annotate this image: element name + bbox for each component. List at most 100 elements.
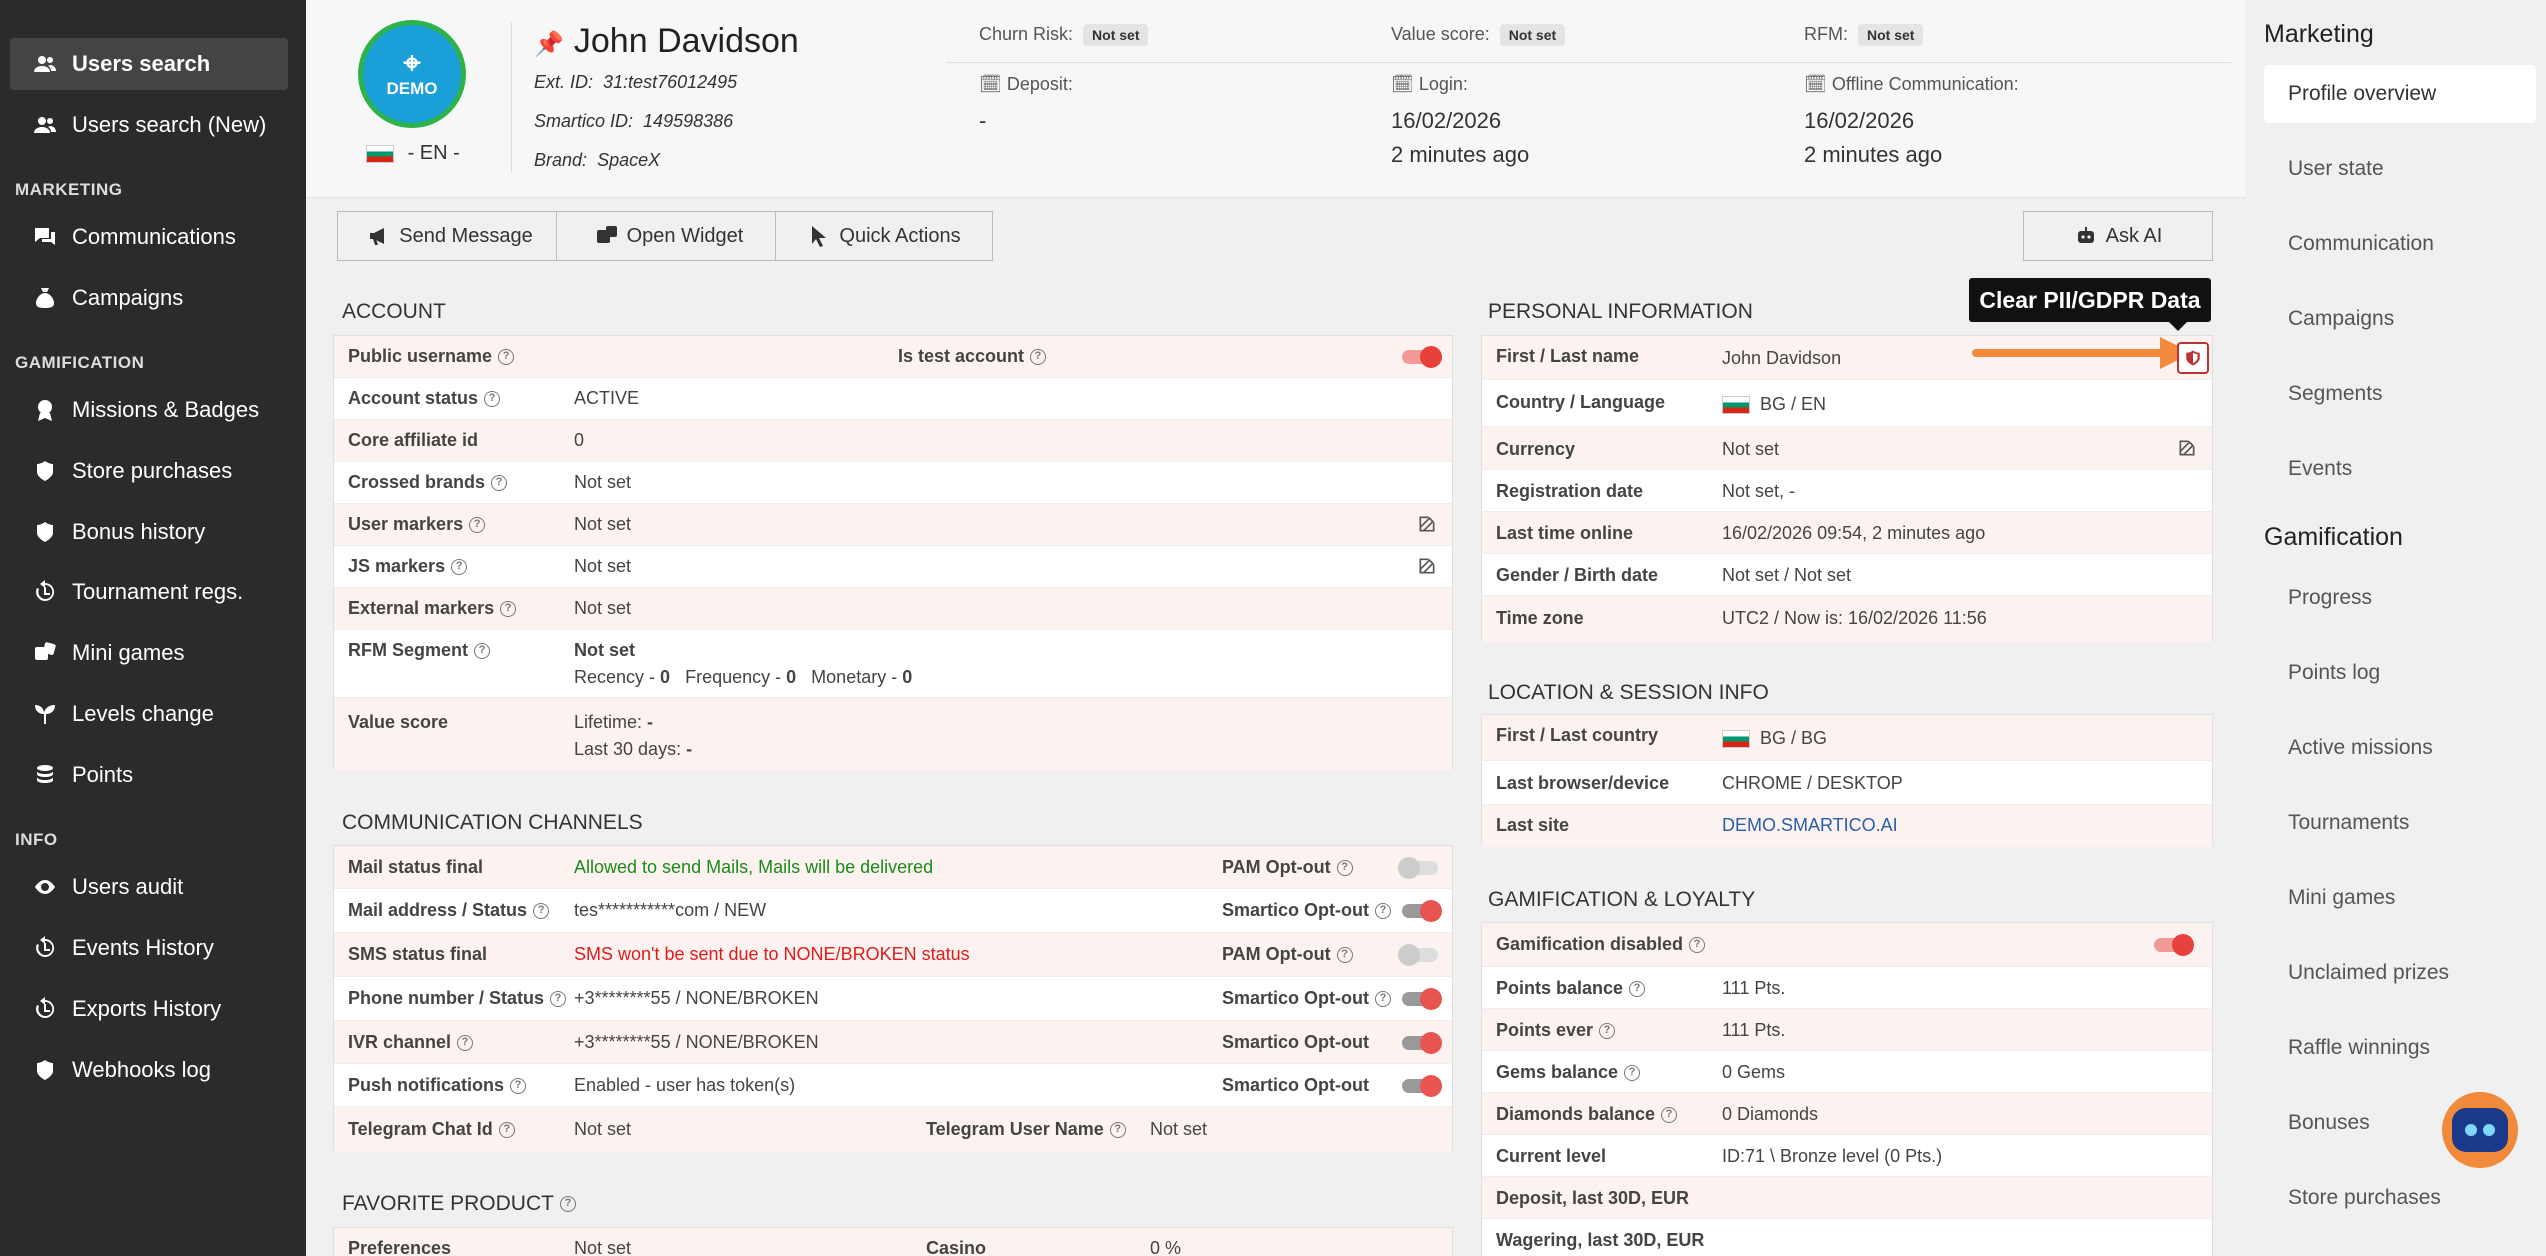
sidebar-item-webhooks-log[interactable]: Webhooks log xyxy=(10,1044,288,1096)
current-level-value: ID:71 \ Bronze level (0 Pts.) xyxy=(1722,1146,1942,1167)
clear-pii-button[interactable] xyxy=(2177,342,2209,374)
sidebar-item-mini-games[interactable]: Mini games xyxy=(10,627,288,679)
ask-ai-button[interactable]: Ask AI xyxy=(2023,211,2213,261)
quick-actions-button[interactable]: Quick Actions xyxy=(775,211,993,261)
deposit-30d-label: Deposit, last 30D, EUR xyxy=(1496,1188,1689,1209)
last-time-online-label: Last time online xyxy=(1496,523,1633,544)
sidebar-item-campaigns[interactable]: Campaigns xyxy=(10,272,288,324)
help-icon[interactable]: ? xyxy=(1661,1107,1677,1123)
telegram-chat-value: Not set xyxy=(574,1119,631,1140)
right-item-communication[interactable]: Communication xyxy=(2264,215,2536,273)
chat-assistant-bot-button[interactable] xyxy=(2442,1092,2518,1168)
help-icon[interactable]: ? xyxy=(499,1122,515,1138)
last-site-label: Last site xyxy=(1496,815,1569,836)
telegram-user-label: Telegram User Name? xyxy=(926,1119,1126,1140)
help-icon[interactable]: ? xyxy=(1337,947,1353,963)
send-message-button[interactable]: Send Message xyxy=(337,211,563,261)
help-icon[interactable]: ? xyxy=(491,475,507,491)
right-item-unclaimed-prizes[interactable]: Unclaimed prizes xyxy=(2264,944,2536,1002)
right-item-raffle-winnings[interactable]: Raffle winnings xyxy=(2264,1019,2536,1077)
edit-icon[interactable] xyxy=(1417,556,1437,576)
bulgaria-flag-icon xyxy=(1722,396,1750,414)
right-item-points-log[interactable]: Points log xyxy=(2264,644,2536,702)
sidebar-item-levels-change[interactable]: Levels change xyxy=(10,688,288,740)
registration-date-value: Not set, - xyxy=(1722,481,1795,502)
first-last-name-label: First / Last name xyxy=(1496,346,1639,367)
sidebar-item-tournament-regs[interactable]: Tournament regs. xyxy=(10,566,288,618)
help-icon[interactable]: ? xyxy=(1629,981,1645,997)
right-item-mini-games[interactable]: Mini games xyxy=(2264,869,2536,927)
help-icon[interactable]: ? xyxy=(498,349,514,365)
right-item-store-purchases[interactable]: Store purchases xyxy=(2264,1169,2536,1227)
mail-address-value: tes***********com / NEW xyxy=(574,900,766,921)
external-markers-label: External markers? xyxy=(348,598,516,619)
help-icon[interactable]: ? xyxy=(1375,991,1391,1007)
sidebar-item-store-purchases[interactable]: Store purchases xyxy=(10,445,288,497)
open-widget-button[interactable]: Open Widget xyxy=(556,211,782,261)
last-site-link[interactable]: DEMO.SMARTICO.AI xyxy=(1722,815,1898,836)
smartico-optout-label: Smartico Opt-out? xyxy=(1222,900,1391,921)
edit-icon[interactable] xyxy=(2177,438,2197,458)
mail-smartico-optout-toggle[interactable] xyxy=(1402,904,1438,918)
registration-date-label: Registration date xyxy=(1496,481,1643,502)
sidebar-item-events-history[interactable]: Events History xyxy=(10,922,288,974)
ivr-smartico-optout-toggle[interactable] xyxy=(1402,1036,1438,1050)
ivr-channel-value: +3********55 / NONE/BROKEN xyxy=(574,1032,819,1053)
help-icon[interactable]: ? xyxy=(1689,937,1705,953)
offline-ago: 2 minutes ago xyxy=(1804,142,1942,168)
phone-smartico-optout-toggle[interactable] xyxy=(1402,992,1438,1006)
personal-information-title: PERSONAL INFORMATION xyxy=(1488,300,1753,324)
help-icon[interactable]: ? xyxy=(1030,349,1046,365)
help-icon[interactable]: ? xyxy=(550,991,566,1007)
js-markers-label: JS markers? xyxy=(348,556,467,577)
help-icon[interactable]: ? xyxy=(469,517,485,533)
sidebar-item-users-search[interactable]: Users search xyxy=(10,38,288,90)
help-icon[interactable]: ? xyxy=(1110,1122,1126,1138)
sidebar-item-exports-history[interactable]: Exports History xyxy=(10,983,288,1035)
button-label: Open Widget xyxy=(627,225,744,248)
right-item-profile-overview[interactable]: Profile overview xyxy=(2264,65,2536,123)
sms-pam-optout-toggle[interactable] xyxy=(1402,948,1438,962)
rfm-badge: Not set xyxy=(1858,24,1923,46)
sidebar-item-label: Communications xyxy=(72,224,236,250)
sidebar-item-bonus-history[interactable]: Bonus history xyxy=(10,506,288,558)
help-icon[interactable]: ? xyxy=(484,391,500,407)
right-item-progress[interactable]: Progress xyxy=(2264,569,2536,627)
right-item-active-missions[interactable]: Active missions xyxy=(2264,719,2536,777)
table-row: JS markers? Not set xyxy=(334,546,1452,588)
sidebar-item-missions-badges[interactable]: Missions & Badges xyxy=(10,384,288,436)
help-icon[interactable]: ? xyxy=(560,1196,576,1212)
push-smartico-optout-toggle[interactable] xyxy=(1402,1079,1438,1093)
rfm-breakdown: Recency - 0 Frequency - 0 Monetary - 0 xyxy=(574,667,912,688)
help-icon[interactable]: ? xyxy=(1337,860,1353,876)
help-icon[interactable]: ? xyxy=(1599,1023,1615,1039)
sidebar-item-users-audit[interactable]: Users audit xyxy=(10,861,288,913)
sidebar-item-users-search-new[interactable]: Users search (New) xyxy=(10,99,288,151)
help-icon[interactable]: ? xyxy=(457,1035,473,1051)
gamification-disabled-toggle[interactable] xyxy=(2154,938,2190,952)
right-item-events[interactable]: Events xyxy=(2264,440,2536,498)
right-item-campaigns[interactable]: Campaigns xyxy=(2264,290,2536,348)
help-icon[interactable]: ? xyxy=(500,601,516,617)
help-icon[interactable]: ? xyxy=(474,643,490,659)
coins-icon xyxy=(32,762,58,788)
right-item-user-state[interactable]: User state xyxy=(2264,140,2536,198)
right-item-tournaments[interactable]: Tournaments xyxy=(2264,794,2536,852)
sidebar-item-communications[interactable]: Communications xyxy=(10,211,288,263)
help-icon[interactable]: ? xyxy=(510,1078,526,1094)
pin-icon[interactable]: 📌 xyxy=(534,31,564,58)
sidebar-item-label: Bonus history xyxy=(72,519,205,545)
medal-icon xyxy=(32,397,58,423)
right-item-segments[interactable]: Segments xyxy=(2264,365,2536,423)
sidebar-item-label: Users audit xyxy=(72,874,183,900)
help-icon[interactable]: ? xyxy=(1624,1065,1640,1081)
help-icon[interactable]: ? xyxy=(1375,903,1391,919)
edit-icon[interactable] xyxy=(1417,514,1437,534)
is-test-account-toggle[interactable] xyxy=(1402,350,1438,364)
push-notifications-value: Enabled - user has token(s) xyxy=(574,1075,795,1096)
sidebar-item-points[interactable]: Points xyxy=(10,749,288,801)
help-icon[interactable]: ? xyxy=(533,903,549,919)
table-row: Value score Lifetime: - Last 30 days: - xyxy=(334,698,1452,770)
mail-pam-optout-toggle[interactable] xyxy=(1402,861,1438,875)
help-icon[interactable]: ? xyxy=(451,559,467,575)
